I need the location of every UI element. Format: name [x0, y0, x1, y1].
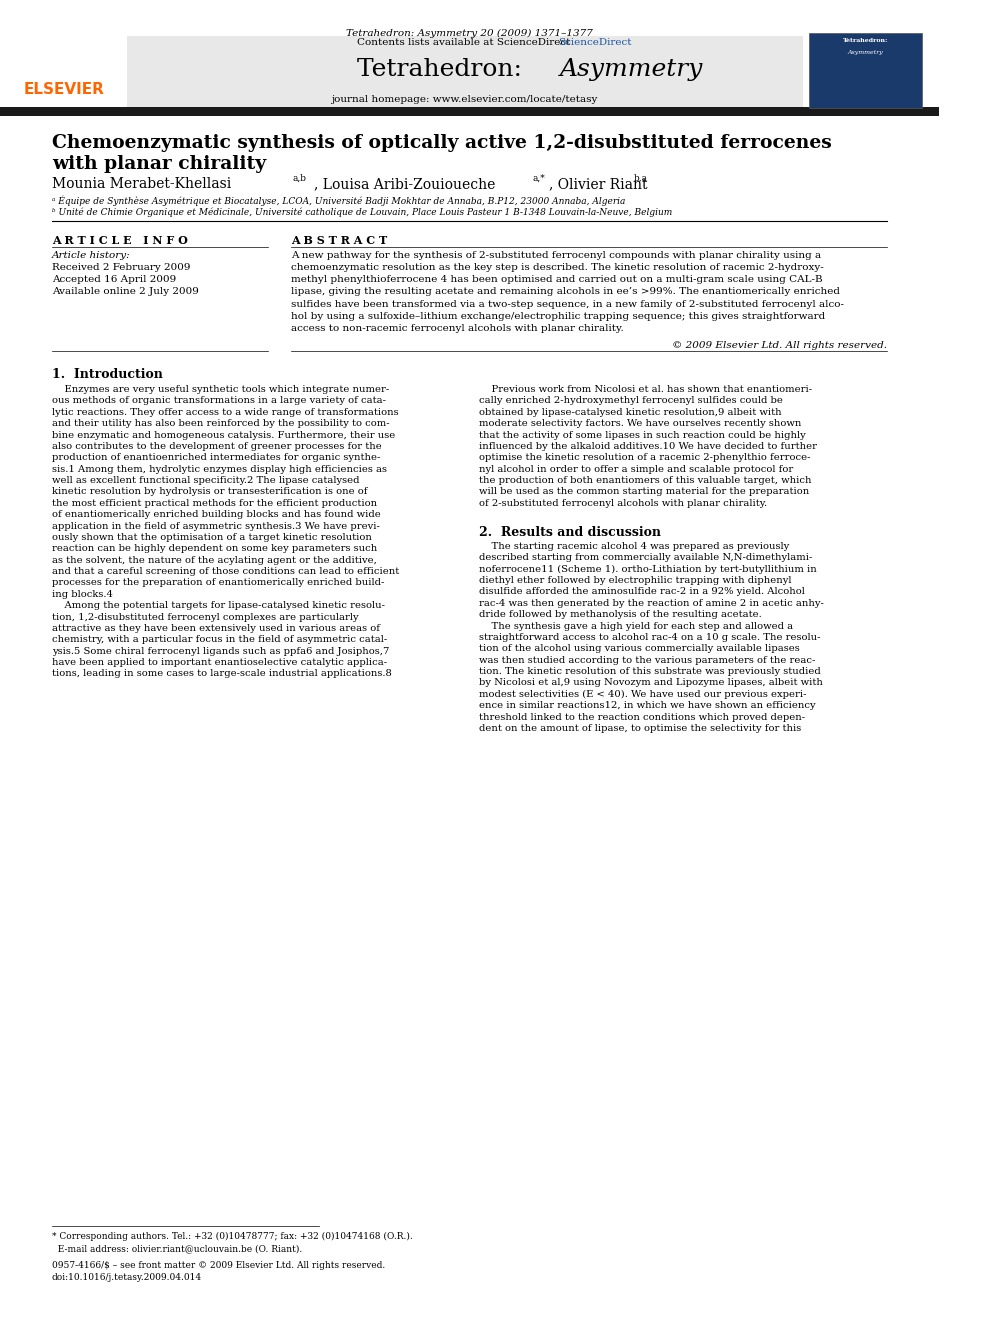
Text: Tetrahedron:: Tetrahedron:	[843, 38, 888, 44]
Text: Accepted 16 April 2009: Accepted 16 April 2009	[52, 275, 176, 284]
Text: , Olivier Riant: , Olivier Riant	[550, 177, 648, 192]
Text: methyl phenylthioferrocene 4 has been optimised and carried out on a multi-gram : methyl phenylthioferrocene 4 has been op…	[291, 275, 822, 284]
Text: cally enriched 2-hydroxymethyl ferrocenyl sulfides could be: cally enriched 2-hydroxymethyl ferroceny…	[479, 397, 783, 405]
Text: Asymmetry: Asymmetry	[848, 50, 884, 56]
Text: ously shown that the optimisation of a target kinetic resolution: ously shown that the optimisation of a t…	[52, 533, 372, 542]
Text: © 2009 Elsevier Ltd. All rights reserved.: © 2009 Elsevier Ltd. All rights reserved…	[673, 341, 887, 351]
Text: Among the potential targets for lipase-catalysed kinetic resolu-: Among the potential targets for lipase-c…	[52, 601, 385, 610]
Text: was then studied according to the various parameters of the reac-: was then studied according to the variou…	[479, 656, 815, 664]
Text: ous methods of organic transformations in a large variety of cata-: ous methods of organic transformations i…	[52, 397, 386, 405]
Text: moderate selectivity factors. We have ourselves recently shown: moderate selectivity factors. We have ou…	[479, 419, 802, 429]
Text: that the activity of some lipases in such reaction could be highly: that the activity of some lipases in suc…	[479, 430, 806, 439]
Text: chemoenzymatic resolution as the key step is described. The kinetic resolution o: chemoenzymatic resolution as the key ste…	[291, 263, 823, 273]
Text: Asymmetry: Asymmetry	[559, 58, 703, 81]
Text: journal homepage: www.elsevier.com/locate/tetasy: journal homepage: www.elsevier.com/locat…	[331, 95, 598, 105]
Text: disulfide afforded the aminosulfide rac-2 in a 92% yield. Alcohol: disulfide afforded the aminosulfide rac-…	[479, 587, 805, 597]
Text: Available online 2 July 2009: Available online 2 July 2009	[52, 287, 198, 296]
Text: The starting racemic alcohol 4 was prepared as previously: The starting racemic alcohol 4 was prepa…	[479, 542, 789, 550]
Text: Article history:: Article history:	[52, 251, 130, 261]
Text: rac-4 was then generated by the reaction of amine 2 in acetic anhy-: rac-4 was then generated by the reaction…	[479, 599, 823, 607]
Text: tion, 1,2-disubstituted ferrocenyl complexes are particularly: tion, 1,2-disubstituted ferrocenyl compl…	[52, 613, 358, 622]
Text: hol by using a sulfoxide–lithium exchange/electrophilic trapping sequence; this : hol by using a sulfoxide–lithium exchang…	[291, 311, 825, 320]
Text: production of enantioenriched intermediates for organic synthe-: production of enantioenriched intermedia…	[52, 454, 380, 462]
Text: kinetic resolution by hydrolysis or transesterification is one of: kinetic resolution by hydrolysis or tran…	[52, 487, 367, 496]
Text: chemistry, with a particular focus in the field of asymmetric catal-: chemistry, with a particular focus in th…	[52, 635, 387, 644]
Text: 1.  Introduction: 1. Introduction	[52, 368, 163, 381]
Text: of enantiomerically enriched building blocks and has found wide: of enantiomerically enriched building bl…	[52, 511, 380, 519]
Text: as the solvent, the nature of the acylating agent or the additive,: as the solvent, the nature of the acylat…	[52, 556, 377, 565]
Text: the most efficient practical methods for the efficient production: the most efficient practical methods for…	[52, 499, 377, 508]
Text: ELSEVIER: ELSEVIER	[24, 82, 104, 97]
Text: processes for the preparation of enantiomerically enriched build-: processes for the preparation of enantio…	[52, 578, 384, 587]
Text: and that a careful screening of those conditions can lead to efficient: and that a careful screening of those co…	[52, 568, 399, 576]
Text: sulfides have been transformed via a two-step sequence, in a new family of 2-sub: sulfides have been transformed via a two…	[291, 299, 844, 308]
Text: ing blocks.4: ing blocks.4	[52, 590, 113, 599]
Text: described starting from commercially available N,N-dimethylami-: described starting from commercially ava…	[479, 553, 812, 562]
Text: a,b: a,b	[293, 173, 307, 183]
Text: tions, leading in some cases to large-scale industrial applications.8: tions, leading in some cases to large-sc…	[52, 669, 392, 679]
Text: ᵇ Unité de Chimie Organique et Médicinale, Université catholique de Louvain, Pla: ᵇ Unité de Chimie Organique et Médicinal…	[52, 208, 672, 217]
Text: noferrocene11 (Scheme 1). ortho-Lithiation by tert-butyllithium in: noferrocene11 (Scheme 1). ortho-Lithiati…	[479, 565, 816, 574]
Text: dent on the amount of lipase, to optimise the selectivity for this: dent on the amount of lipase, to optimis…	[479, 724, 801, 733]
Text: nyl alcohol in order to offer a simple and scalable protocol for: nyl alcohol in order to offer a simple a…	[479, 464, 793, 474]
Text: sis.1 Among them, hydrolytic enzymes display high efficiencies as: sis.1 Among them, hydrolytic enzymes dis…	[52, 464, 387, 474]
Text: optimise the kinetic resolution of a racemic 2-phenylthio ferroce-: optimise the kinetic resolution of a rac…	[479, 454, 810, 462]
Bar	[127, 36, 803, 108]
Text: ysis.5 Some chiral ferrocenyl ligands such as ppfa6 and Josiphos,7: ysis.5 Some chiral ferrocenyl ligands su…	[52, 647, 389, 656]
Text: Chemoenzymatic synthesis of optically active 1,2-disubstituted ferrocenes: Chemoenzymatic synthesis of optically ac…	[52, 134, 831, 152]
Text: Tetrahedron: Asymmetry 20 (2009) 1371–1377: Tetrahedron: Asymmetry 20 (2009) 1371–13…	[346, 29, 593, 38]
Text: Mounia Merabet-Khellasi: Mounia Merabet-Khellasi	[52, 177, 231, 192]
Text: of 2-substituted ferrocenyl alcohols with planar chirality.: of 2-substituted ferrocenyl alcohols wit…	[479, 499, 767, 508]
Text: A new pathway for the synthesis of 2-substituted ferrocenyl compounds with plana: A new pathway for the synthesis of 2-sub…	[291, 251, 821, 261]
Bar	[809, 33, 922, 108]
Text: have been applied to important enantioselective catalytic applica-: have been applied to important enantiose…	[52, 658, 387, 667]
Text: Tetrahedron:: Tetrahedron:	[357, 58, 530, 81]
Text: ence in similar reactions12, in which we have shown an efficiency: ence in similar reactions12, in which we…	[479, 701, 815, 710]
Text: bine enzymatic and homogeneous catalysis. Furthermore, their use: bine enzymatic and homogeneous catalysis…	[52, 430, 395, 439]
Text: with planar chirality: with planar chirality	[52, 155, 266, 173]
Text: the production of both enantiomers of this valuable target, which: the production of both enantiomers of th…	[479, 476, 811, 486]
Text: Contents lists available at ScienceDirect: Contents lists available at ScienceDirec…	[357, 38, 570, 48]
Text: Previous work from Nicolosi et al. has shown that enantiomeri-: Previous work from Nicolosi et al. has s…	[479, 385, 811, 394]
Text: doi:10.1016/j.tetasy.2009.04.014: doi:10.1016/j.tetasy.2009.04.014	[52, 1273, 201, 1282]
Text: dride followed by methanolysis of the resulting acetate.: dride followed by methanolysis of the re…	[479, 610, 762, 619]
Text: by Nicolosi et al,9 using Novozym and Lipozyme lipases, albeit with: by Nicolosi et al,9 using Novozym and Li…	[479, 679, 822, 688]
Text: application in the field of asymmetric synthesis.3 We have previ-: application in the field of asymmetric s…	[52, 521, 380, 531]
Text: A B S T R A C T: A B S T R A C T	[291, 235, 387, 246]
Text: threshold linked to the reaction conditions which proved depen-: threshold linked to the reaction conditi…	[479, 713, 805, 721]
Text: also contributes to the development of greener processes for the: also contributes to the development of g…	[52, 442, 381, 451]
Text: Enzymes are very useful synthetic tools which integrate numer-: Enzymes are very useful synthetic tools …	[52, 385, 389, 394]
Text: attractive as they have been extensively used in various areas of: attractive as they have been extensively…	[52, 624, 380, 632]
Text: A R T I C L E   I N F O: A R T I C L E I N F O	[52, 235, 187, 246]
Text: lipase, giving the resulting acetate and remaining alcohols in ee’s >99%. The en: lipase, giving the resulting acetate and…	[291, 287, 840, 296]
Text: will be used as the common starting material for the preparation: will be used as the common starting mate…	[479, 487, 809, 496]
Text: straightforward access to alcohol rac-4 on a 10 g scale. The resolu-: straightforward access to alcohol rac-4 …	[479, 632, 820, 642]
Text: b,a: b,a	[634, 173, 648, 183]
Text: reaction can be highly dependent on some key parameters such: reaction can be highly dependent on some…	[52, 544, 377, 553]
Text: 0957-4166/$ – see front matter © 2009 Elsevier Ltd. All rights reserved.: 0957-4166/$ – see front matter © 2009 El…	[52, 1261, 385, 1270]
Text: access to non-racemic ferrocenyl alcohols with planar chirality.: access to non-racemic ferrocenyl alcohol…	[291, 324, 624, 332]
Text: ScienceDirect: ScienceDirect	[558, 38, 632, 48]
Text: lytic reactions. They offer access to a wide range of transformations: lytic reactions. They offer access to a …	[52, 407, 398, 417]
Text: 2.  Results and discussion: 2. Results and discussion	[479, 527, 661, 538]
Text: tion. The kinetic resolution of this substrate was previously studied: tion. The kinetic resolution of this sub…	[479, 667, 820, 676]
Text: diethyl ether followed by electrophilic trapping with diphenyl: diethyl ether followed by electrophilic …	[479, 576, 792, 585]
Text: and their utility has also been reinforced by the possibility to com-: and their utility has also been reinforc…	[52, 419, 389, 429]
Text: obtained by lipase-catalysed kinetic resolution,9 albeit with: obtained by lipase-catalysed kinetic res…	[479, 407, 782, 417]
Text: a,*: a,*	[533, 173, 545, 183]
Text: E-mail address: olivier.riant@uclouvain.be (O. Riant).: E-mail address: olivier.riant@uclouvain.…	[52, 1244, 302, 1253]
Text: , Louisa Aribi-Zouioueche: , Louisa Aribi-Zouioueche	[313, 177, 495, 192]
Text: The synthesis gave a high yield for each step and allowed a: The synthesis gave a high yield for each…	[479, 622, 793, 631]
Text: well as excellent functional specificity.2 The lipase catalysed: well as excellent functional specificity…	[52, 476, 359, 486]
Text: * Corresponding authors. Tel.: +32 (0)10478777; fax: +32 (0)10474168 (O.R.).: * Corresponding authors. Tel.: +32 (0)10…	[52, 1232, 413, 1241]
Bar	[0, 107, 938, 116]
Text: ᵃ Équipe de Synthèse Asymétrique et Biocatalyse, LCOA, Université Badji Mokhtar : ᵃ Équipe de Synthèse Asymétrique et Bioc…	[52, 196, 625, 206]
Text: influenced by the alkaloid additives.10 We have decided to further: influenced by the alkaloid additives.10 …	[479, 442, 816, 451]
Text: Received 2 February 2009: Received 2 February 2009	[52, 263, 190, 273]
Text: tion of the alcohol using various commercially available lipases: tion of the alcohol using various commer…	[479, 644, 800, 654]
Text: modest selectivities (E < 40). We have used our previous experi-: modest selectivities (E < 40). We have u…	[479, 689, 806, 699]
